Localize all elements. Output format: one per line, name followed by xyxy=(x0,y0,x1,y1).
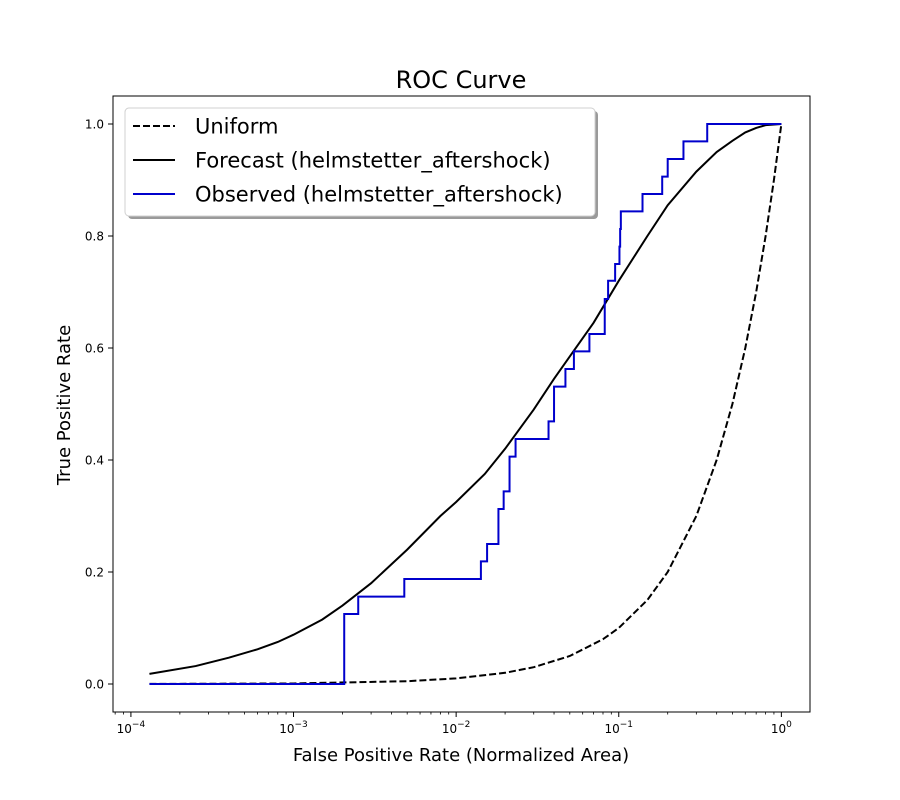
x-tick-label: 10−3 xyxy=(279,720,308,736)
y-tick-label: 0.0 xyxy=(85,678,104,692)
x-tick-exponent: −4 xyxy=(132,720,146,730)
x-tick-base: 10 xyxy=(771,722,786,736)
series-line-uniform xyxy=(149,123,783,685)
y-tick-label: 0.2 xyxy=(85,566,104,580)
legend-entry-label: Forecast (helmstetter_aftershock) xyxy=(195,149,551,174)
x-tick-label: 10−2 xyxy=(442,720,471,736)
chart-title: ROC Curve xyxy=(396,66,527,94)
x-tick-base: 10 xyxy=(117,722,132,736)
y-tick-label: 1.0 xyxy=(85,118,104,132)
x-tick-exponent: −3 xyxy=(295,720,308,730)
series-line-observed xyxy=(149,123,782,685)
x-tick-base: 10 xyxy=(279,722,294,736)
x-tick-exponent: −1 xyxy=(620,720,633,730)
y-tick-label: 0.6 xyxy=(85,342,104,356)
y-tick-label: 0.4 xyxy=(85,454,104,468)
legend-entry-label: Uniform xyxy=(195,115,278,139)
x-axis-label: False Positive Rate (Normalized Area) xyxy=(293,745,629,766)
x-tick-base: 10 xyxy=(604,722,619,736)
legend: Uniform Forecast (helmstetter_aftershock)… xyxy=(124,107,598,219)
legend-entry-label: Observed (helmstetter_aftershock) xyxy=(195,183,563,208)
legend-box xyxy=(124,107,596,217)
plot-frame xyxy=(112,95,811,713)
x-tick-label: 10−1 xyxy=(604,720,633,736)
y-tick-label: 0.8 xyxy=(85,230,104,244)
series-line-forecast xyxy=(149,123,782,675)
x-tick-label: 100 xyxy=(771,720,792,736)
x-tick-label: 10−4 xyxy=(117,720,146,736)
y-axis-label: True Positive Rate xyxy=(54,325,75,486)
x-tick-exponent: −2 xyxy=(457,720,470,730)
x-tick-exponent: 0 xyxy=(786,720,792,730)
x-tick-base: 10 xyxy=(442,722,457,736)
